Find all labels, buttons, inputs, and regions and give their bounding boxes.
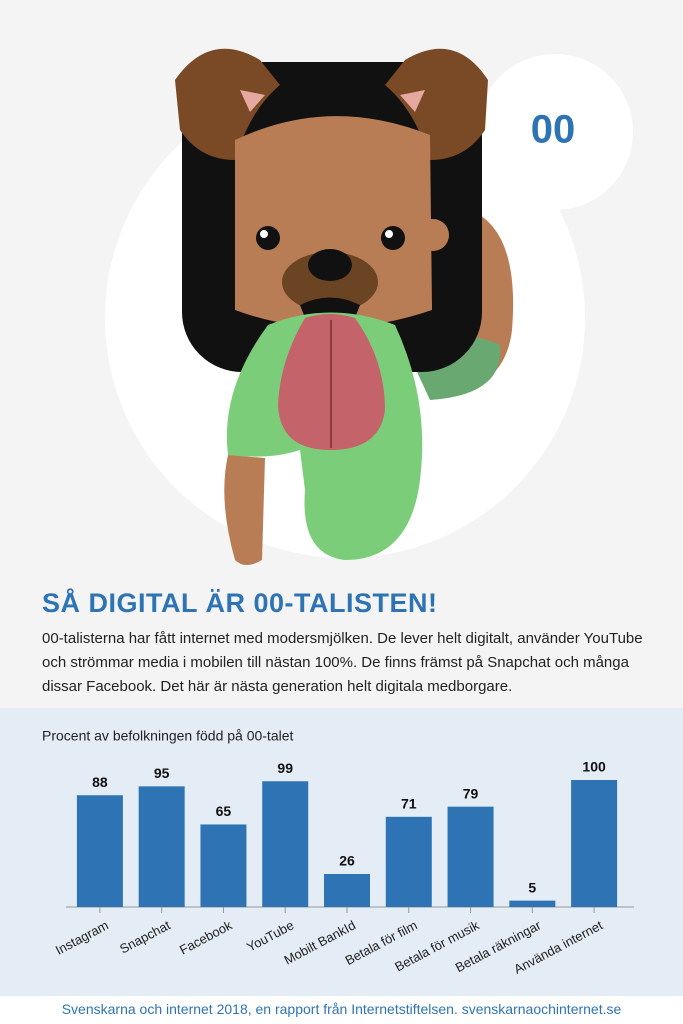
value-label: 100 <box>582 759 606 775</box>
bar <box>76 795 123 907</box>
heading: SÅ DIGITAL ÄR 00-TALISTEN! <box>42 588 438 618</box>
bar <box>200 824 247 907</box>
value-label: 99 <box>277 760 293 776</box>
intro-text: 00-talisterna har fått internet med mode… <box>42 630 643 695</box>
bar <box>509 900 556 907</box>
value-label: 5 <box>528 879 536 895</box>
value-label: 95 <box>154 765 170 781</box>
bar <box>324 873 370 907</box>
bar <box>447 806 494 907</box>
value-label: 88 <box>92 774 108 790</box>
value-label: 71 <box>401 796 417 812</box>
chart-subtitle: Procent av befolkningen född på 00-talet <box>42 728 294 744</box>
bar <box>262 781 309 907</box>
footer: Svenskarna och internet 2018, en rapport… <box>61 1001 622 1017</box>
bar <box>385 816 432 907</box>
badge-circle <box>477 54 633 210</box>
value-label: 26 <box>339 853 355 869</box>
value-label: 79 <box>463 785 479 801</box>
bar <box>571 780 618 907</box>
bar <box>138 786 185 907</box>
value-label: 65 <box>216 803 232 819</box>
badge: 00 <box>531 108 576 152</box>
illustration <box>175 48 514 565</box>
